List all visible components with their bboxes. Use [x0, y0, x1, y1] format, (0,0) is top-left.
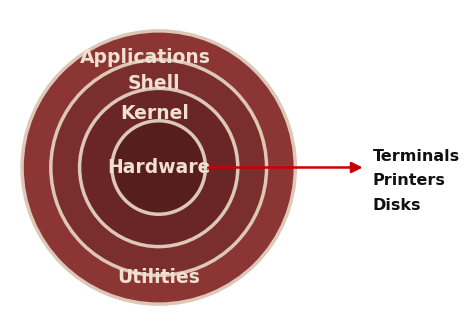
Text: Disks: Disks — [373, 198, 421, 213]
Text: Printers: Printers — [373, 174, 446, 189]
Text: Kernel: Kernel — [120, 104, 189, 123]
Text: Applications: Applications — [80, 48, 210, 67]
Text: Shell: Shell — [128, 74, 181, 93]
Circle shape — [80, 88, 238, 247]
Circle shape — [22, 31, 295, 304]
Text: Hardware: Hardware — [107, 158, 210, 177]
Text: Utilities: Utilities — [117, 268, 200, 287]
Circle shape — [51, 60, 266, 275]
Text: Terminals: Terminals — [373, 149, 460, 164]
Circle shape — [112, 121, 205, 214]
